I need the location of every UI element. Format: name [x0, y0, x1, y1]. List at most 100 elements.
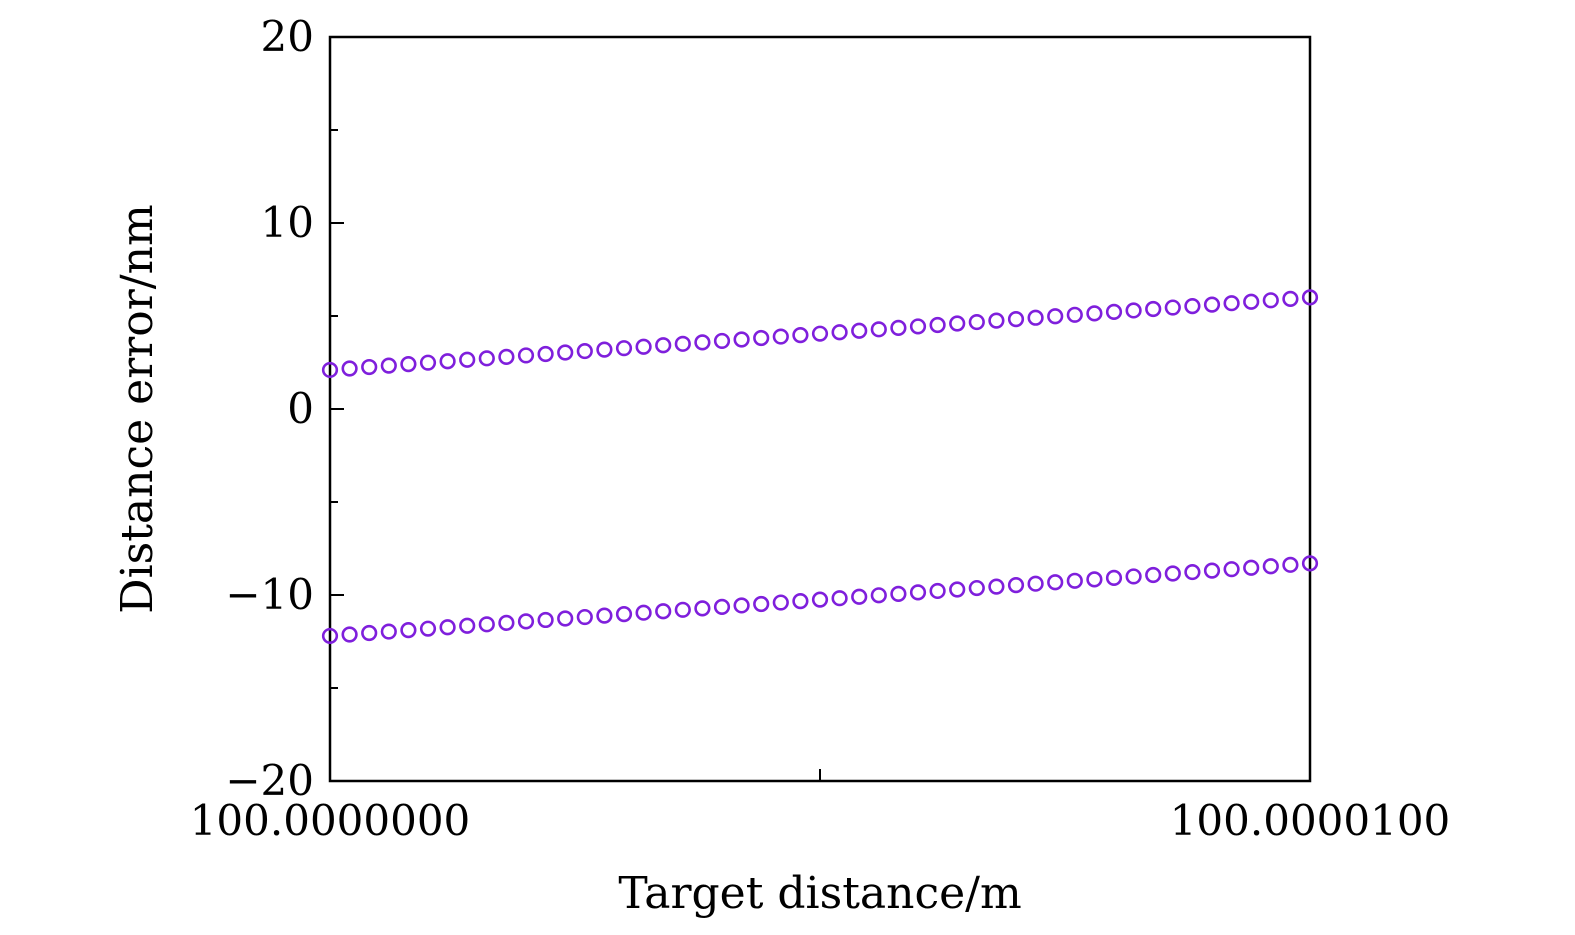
data-point-series-2 — [498, 614, 515, 631]
data-point-series-2 — [968, 579, 985, 597]
data-point-series-1 — [674, 335, 691, 352]
data-point-series-1 — [635, 338, 652, 355]
data-point-series-1 — [615, 340, 633, 357]
data-point-series-2 — [988, 578, 1005, 595]
data-point-series-2 — [753, 595, 770, 613]
data-point-series-2 — [361, 624, 378, 642]
data-point-series-2 — [713, 598, 731, 616]
data-point-series-1 — [1243, 293, 1260, 310]
data-point-series-1 — [1105, 303, 1123, 321]
data-point-series-1 — [1066, 306, 1083, 323]
plot-frame — [328, 35, 1312, 783]
data-point-series-2 — [517, 613, 535, 630]
data-point-series-2 — [674, 601, 691, 618]
data-point-series-1 — [1223, 295, 1240, 312]
data-point-series-1 — [870, 321, 887, 338]
data-point-series-1 — [792, 327, 809, 344]
data-point-series-2 — [1203, 562, 1221, 579]
data-point-series-1 — [851, 322, 868, 339]
data-point-series-1 — [1027, 309, 1044, 326]
data-point-series-1 — [439, 353, 456, 370]
data-point-series-1 — [596, 341, 613, 358]
data-point-series-1 — [517, 347, 535, 364]
data-point-series-2 — [733, 597, 750, 614]
x-tick-label: 100.0000100 — [1170, 796, 1451, 845]
data-point-series-1 — [537, 345, 554, 363]
data-point-series-2 — [1105, 569, 1123, 586]
y-tick-label: 0 — [287, 384, 314, 433]
y-tick-label: 20 — [261, 12, 314, 61]
data-point-series-1 — [459, 351, 476, 368]
y-tick-label: 10 — [261, 198, 314, 247]
data-point-series-1 — [557, 344, 574, 361]
data-point-series-1 — [772, 328, 789, 345]
y-axis-tick-labels: 20 10 0 −10 −20 — [225, 12, 314, 805]
data-point-series-1 — [361, 358, 378, 376]
data-point-series-2 — [909, 584, 927, 601]
data-point-series-2 — [1223, 561, 1240, 578]
data-point-series-2 — [1047, 574, 1064, 591]
data-point-series-1 — [909, 318, 927, 335]
data-point-series-1 — [1301, 289, 1319, 306]
data-point-series-1 — [341, 360, 358, 377]
data-point-series-2 — [1243, 559, 1260, 576]
data-point-series-2 — [1027, 575, 1044, 592]
data-point-series-2 — [459, 617, 476, 634]
data-point-series-2 — [851, 588, 868, 605]
data-point-series-2 — [655, 603, 672, 620]
data-point-series-1 — [1086, 305, 1103, 322]
data-point-series-2 — [1164, 565, 1181, 582]
data-point-series-1 — [1184, 298, 1201, 315]
x-axis-ticks — [329, 769, 1311, 781]
data-point-series-2 — [1086, 571, 1103, 588]
data-point-series-2 — [1282, 556, 1299, 573]
data-point-series-1 — [713, 332, 731, 350]
data-point-series-2 — [929, 582, 946, 600]
data-point-series-2 — [576, 608, 593, 626]
data-point-series-2 — [890, 585, 907, 602]
data-point-series-1 — [733, 331, 750, 348]
data-point-series-1 — [694, 334, 711, 351]
y-axis-ticks — [330, 36, 344, 782]
data-point-series-1 — [1203, 296, 1221, 313]
data-point-series-2 — [1301, 555, 1319, 572]
data-point-series-1 — [1007, 311, 1025, 328]
data-point-series-1 — [831, 324, 848, 341]
data-point-series-2 — [772, 594, 789, 611]
data-point-series-2 — [596, 607, 613, 624]
data-point-series-2 — [400, 622, 417, 639]
data-point-series-1 — [988, 312, 1005, 329]
data-point-series-2 — [615, 606, 633, 623]
data-point-series-2 — [419, 620, 437, 637]
data-point-series-1 — [400, 356, 417, 373]
data-point-series-1 — [1282, 290, 1299, 307]
data-point-series-1 — [1262, 292, 1279, 309]
data-point-series-1 — [380, 357, 397, 374]
data-point-series-1 — [576, 342, 593, 360]
data-point-series-1 — [321, 361, 339, 379]
data-point-series-2 — [811, 591, 829, 608]
data-point-series-2 — [635, 604, 652, 621]
data-point-series-2 — [1145, 566, 1162, 584]
data-point-series-2 — [831, 590, 848, 607]
data-point-series-1 — [419, 354, 437, 371]
data-point-series-2 — [1262, 558, 1279, 575]
data-point-series-2 — [341, 626, 358, 643]
data-point-series-1 — [929, 316, 946, 334]
x-tick-label: 100.0000000 — [190, 796, 471, 845]
data-point-series-2 — [321, 627, 339, 645]
y-axis-title: Distance error/nm — [112, 204, 163, 613]
data-point-series-2 — [694, 600, 711, 617]
data-point-series-1 — [1047, 308, 1064, 325]
y-tick-label: −10 — [225, 570, 314, 619]
data-point-series-2 — [870, 587, 887, 604]
data-point-series-1 — [1164, 299, 1181, 316]
data-point-series-1 — [890, 319, 907, 336]
x-axis-tick-labels: 100.0000000 100.0000100 — [190, 796, 1451, 845]
data-point-series-2 — [1066, 572, 1083, 589]
data-point-series-1 — [1125, 302, 1142, 319]
data-point-series-1 — [655, 337, 672, 354]
data-point-series-2 — [949, 581, 966, 598]
data-point-series-2 — [1007, 577, 1025, 594]
